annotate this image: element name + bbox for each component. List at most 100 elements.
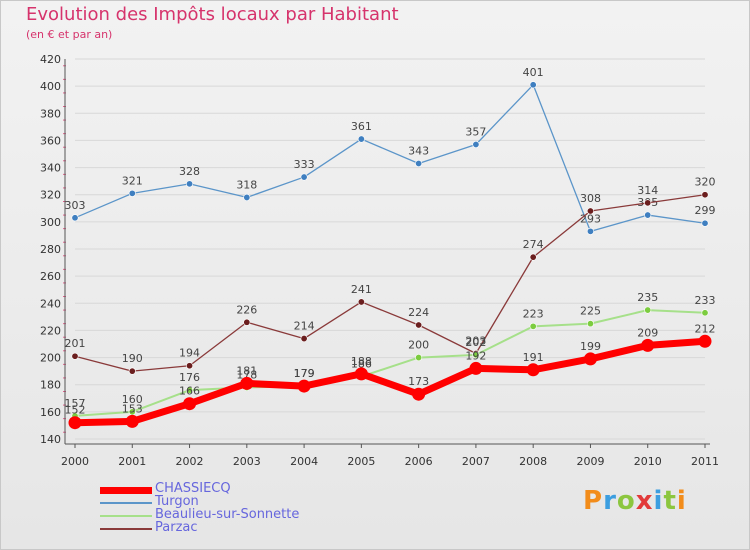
- series-line-parzac: [74, 194, 706, 372]
- logo-letter: i: [676, 486, 687, 516]
- data-label-parzac: 224: [408, 306, 429, 319]
- data-label-beaulieu-sur-sonnette: 176: [179, 371, 200, 384]
- data-label-beaulieu-sur-sonnette: 225: [580, 305, 601, 318]
- data-point-turgon: [243, 193, 251, 201]
- data-label-turgon: 321: [122, 174, 143, 187]
- data-point-chassiecq: [183, 397, 197, 411]
- data-point-beaulieu-sur-sonnette: [415, 354, 423, 362]
- y-tick-label: 360: [40, 134, 61, 147]
- y-tick-label: 280: [40, 243, 61, 256]
- proxiti-logo: Proxiti: [583, 486, 687, 516]
- data-label-chassiecq: 212: [695, 322, 716, 335]
- data-label-turgon: 401: [523, 66, 544, 79]
- data-point-parzac: [644, 199, 652, 207]
- y-tick-label: 420: [40, 53, 61, 66]
- x-tick-label: 2008: [519, 455, 547, 468]
- data-label-turgon: 318: [236, 178, 257, 191]
- data-label-beaulieu-sur-sonnette: 179: [294, 367, 315, 380]
- data-point-turgon: [357, 135, 365, 143]
- legend-label: Parzac: [155, 520, 198, 535]
- legend-label: Beaulieu-sur-Sonnette: [155, 507, 300, 522]
- data-label-beaulieu-sur-sonnette: 202: [465, 336, 486, 349]
- data-label-parzac: 194: [179, 347, 200, 360]
- data-label-beaulieu-sur-sonnette: 160: [122, 393, 143, 406]
- logo-letter: o: [616, 486, 636, 516]
- data-label-beaulieu-sur-sonnette: 223: [523, 307, 544, 320]
- series-line-beaulieu-sur-sonnette: [74, 309, 706, 417]
- y-tick-label: 220: [40, 324, 61, 337]
- data-label-beaulieu-sur-sonnette: 186: [351, 358, 372, 371]
- data-label-turgon: 299: [695, 204, 716, 217]
- data-point-parzac: [186, 362, 194, 370]
- data-label-parzac: 226: [236, 303, 257, 316]
- logo-letter: P: [583, 486, 604, 516]
- data-point-chassiecq: [240, 376, 254, 390]
- legend-label: CHASSIECQ: [155, 481, 231, 496]
- x-tick-label: 2006: [405, 455, 433, 468]
- y-tick-label: 340: [40, 162, 61, 175]
- legend-swatch: [100, 486, 152, 494]
- logo-letter: t: [663, 486, 677, 516]
- data-point-chassiecq: [68, 416, 82, 430]
- data-point-chassiecq: [641, 338, 655, 352]
- data-point-beaulieu-sur-sonnette: [472, 351, 480, 359]
- y-tick-label: 380: [40, 107, 61, 120]
- data-point-chassiecq: [698, 334, 712, 348]
- data-point-beaulieu-sur-sonnette: [529, 322, 537, 330]
- data-label-beaulieu-sur-sonnette: 233: [695, 294, 716, 307]
- x-tick-label: 2005: [347, 455, 375, 468]
- data-point-parzac: [415, 321, 423, 329]
- data-point-turgon: [529, 81, 537, 89]
- data-point-turgon: [71, 214, 79, 222]
- y-tick-label: 140: [40, 433, 61, 446]
- data-label-parzac: 314: [637, 184, 658, 197]
- x-tick-label: 2003: [233, 455, 261, 468]
- y-tick-label: 240: [40, 297, 61, 310]
- data-label-parzac: 241: [351, 283, 372, 296]
- legend-swatch: [100, 502, 152, 504]
- y-tick-label: 160: [40, 406, 61, 419]
- data-point-parzac: [71, 352, 79, 360]
- x-tick-label: 2011: [691, 455, 719, 468]
- data-point-chassiecq: [412, 387, 426, 401]
- data-point-chassiecq: [354, 367, 368, 381]
- data-point-chassiecq: [125, 414, 139, 428]
- data-point-parzac: [529, 253, 537, 261]
- data-label-beaulieu-sur-sonnette: 200: [408, 339, 429, 352]
- data-point-turgon: [472, 141, 480, 149]
- data-label-parzac: 214: [294, 320, 315, 333]
- y-tick-label: 180: [40, 379, 61, 392]
- y-tick-label: 320: [40, 189, 61, 202]
- data-point-turgon: [644, 211, 652, 219]
- x-tick-label: 2007: [462, 455, 490, 468]
- legend-swatch: [100, 528, 152, 530]
- data-label-chassiecq: 191: [523, 351, 544, 364]
- data-point-chassiecq: [469, 361, 483, 375]
- data-label-chassiecq: 166: [179, 385, 200, 398]
- data-point-turgon: [586, 227, 594, 235]
- x-tick-label: 2000: [61, 455, 89, 468]
- data-label-chassiecq: 173: [408, 375, 429, 388]
- logo-letter: i: [653, 486, 664, 516]
- data-point-parzac: [128, 367, 136, 375]
- data-point-parzac: [357, 298, 365, 306]
- data-point-turgon: [128, 189, 136, 197]
- data-point-parzac: [300, 335, 308, 343]
- x-tick-label: 2004: [290, 455, 318, 468]
- series-line-chassiecq: [71, 337, 709, 427]
- data-label-chassiecq: 188: [351, 355, 372, 368]
- y-tick-label: 400: [40, 80, 61, 93]
- data-label-parzac: 201: [65, 337, 86, 350]
- legend-label: Turgon: [155, 494, 199, 509]
- y-tick-label: 260: [40, 270, 61, 283]
- data-label-chassiecq: 199: [580, 340, 601, 353]
- x-tick-label: 2002: [176, 455, 204, 468]
- data-point-turgon: [701, 219, 709, 227]
- data-label-parzac: 203: [465, 335, 486, 348]
- data-label-parzac: 308: [580, 192, 601, 205]
- series-line-turgon: [74, 84, 706, 233]
- data-point-turgon: [300, 173, 308, 181]
- data-label-chassiecq: 179: [294, 367, 315, 380]
- data-point-parzac: [701, 191, 709, 199]
